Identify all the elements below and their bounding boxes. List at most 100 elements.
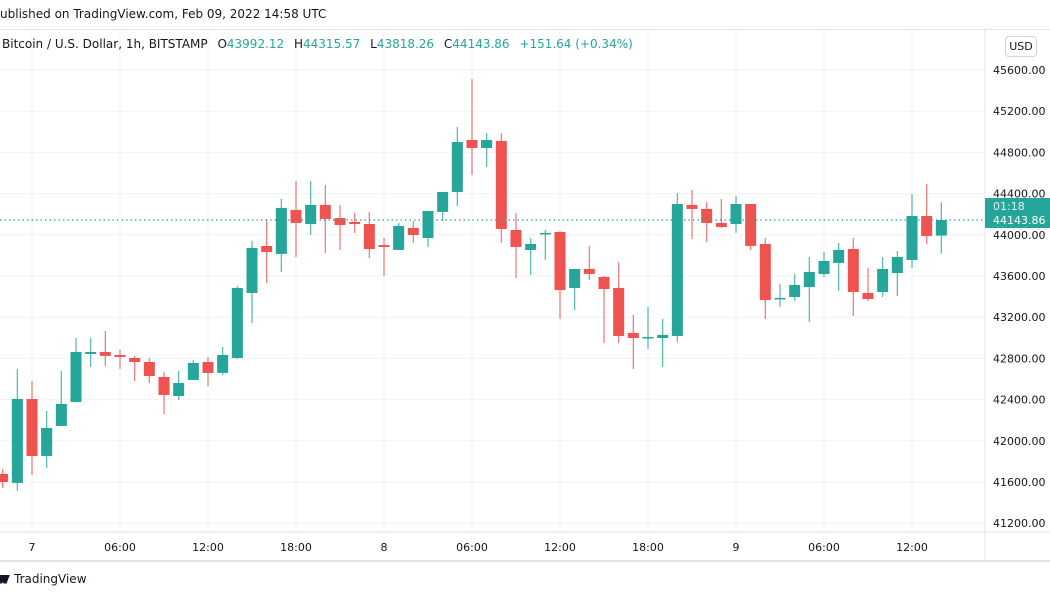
time-axis-label: 12:00: [896, 541, 928, 554]
candle-body-up[interactable]: [437, 191, 449, 212]
candle-body-up[interactable]: [305, 204, 317, 224]
candle-body-up[interactable]: [642, 336, 654, 339]
candle-body-down[interactable]: [26, 398, 38, 456]
candle-body-down[interactable]: [554, 232, 566, 291]
brand-name: TradingView: [14, 572, 87, 586]
change-value: +151.64 (+0.34%): [519, 37, 633, 51]
candle-body-up[interactable]: [41, 427, 53, 456]
candle-body-down[interactable]: [627, 332, 639, 339]
symbol-title[interactable]: Bitcoin / U.S. Dollar, 1h, BITSTAMP: [2, 37, 208, 51]
candle-body-down[interactable]: [510, 229, 522, 247]
high-value: 44315.57: [303, 37, 361, 51]
candle-body-up[interactable]: [275, 207, 287, 254]
price-axis-label: 45200.00: [993, 105, 1046, 118]
candle-body-up[interactable]: [935, 219, 947, 236]
ohlc-legend: Bitcoin / U.S. Dollar, 1h, BITSTAMP O439…: [2, 37, 633, 51]
candle-body-up[interactable]: [539, 232, 551, 235]
time-axis-label: 12:00: [192, 541, 224, 554]
candle-body-down[interactable]: [466, 139, 478, 148]
candle-body-up[interactable]: [803, 271, 815, 288]
tradingview-brand[interactable]: TradingView: [0, 572, 87, 586]
last-price-value: 44143.86: [993, 214, 1046, 227]
candle-body-down[interactable]: [202, 362, 214, 373]
candle-body-up[interactable]: [671, 204, 683, 336]
candle-body-down[interactable]: [349, 221, 361, 224]
last-price-badge: [985, 197, 1050, 228]
candle-body-down[interactable]: [363, 223, 375, 250]
candle-body-up[interactable]: [11, 398, 23, 483]
candle-body-down[interactable]: [613, 287, 625, 336]
candle-body-down[interactable]: [715, 222, 727, 227]
candle-body-up[interactable]: [187, 362, 199, 380]
time-axis-label: 06:00: [808, 541, 840, 554]
close-label: C: [443, 37, 453, 51]
candle-body-down[interactable]: [319, 204, 331, 219]
candle-body-down[interactable]: [129, 357, 141, 363]
candle-body-up[interactable]: [481, 139, 493, 148]
candle-body-up[interactable]: [173, 383, 185, 396]
candle-body-up[interactable]: [774, 297, 786, 300]
candle-body-up[interactable]: [877, 268, 889, 292]
candle-body-down[interactable]: [583, 268, 595, 274]
candle-body-down[interactable]: [701, 208, 713, 223]
candle-body-down[interactable]: [686, 204, 698, 209]
high-label: H: [294, 37, 304, 51]
candle-body-down[interactable]: [0, 473, 9, 482]
time-axis-label: 18:00: [280, 541, 312, 554]
close-value: 44143.86: [452, 37, 510, 51]
candle-body-down[interactable]: [143, 362, 155, 377]
price-axis-label: 44800.00: [993, 146, 1046, 159]
candle-body-up[interactable]: [70, 352, 82, 402]
price-axis-label: 43600.00: [993, 270, 1046, 283]
candle-body-down[interactable]: [495, 140, 507, 229]
time-axis-label: 8: [381, 541, 388, 554]
candle-body-up[interactable]: [451, 141, 463, 192]
price-axis-label: 41600.00: [993, 476, 1046, 489]
time-axis-label: 7: [29, 541, 36, 554]
candle-body-up[interactable]: [55, 403, 67, 426]
open-label: O: [217, 37, 227, 51]
candle-body-up[interactable]: [818, 260, 830, 274]
time-axis-label: 12:00: [544, 541, 576, 554]
candle-body-down[interactable]: [378, 244, 390, 247]
price-axis-label: 44000.00: [993, 229, 1046, 242]
candle-body-down[interactable]: [862, 292, 874, 299]
price-axis-label: 45600.00: [993, 64, 1046, 77]
candle-body-up[interactable]: [85, 352, 97, 354]
candle-body-down[interactable]: [334, 218, 346, 226]
published-caption: Published on TradingView.com, Feb 09, 20…: [0, 7, 327, 21]
candle-body-up[interactable]: [231, 287, 243, 358]
candle-body-up[interactable]: [906, 215, 918, 260]
candle-body-down[interactable]: [158, 376, 170, 395]
price-axis-label: 43200.00: [993, 311, 1046, 324]
candle-body-down[interactable]: [290, 209, 302, 223]
candle-body-down[interactable]: [114, 355, 126, 357]
candle-body-up[interactable]: [246, 247, 258, 293]
price-axis-label: 42400.00: [993, 394, 1046, 407]
candle-body-up[interactable]: [891, 256, 903, 274]
candle-body-up[interactable]: [217, 355, 229, 373]
price-axis-label: 42000.00: [993, 435, 1046, 448]
candle-body-up[interactable]: [730, 204, 742, 224]
candle-body-down[interactable]: [847, 249, 859, 292]
candle-body-up[interactable]: [657, 334, 669, 339]
candle-body-down[interactable]: [745, 204, 757, 246]
candle-body-up[interactable]: [569, 268, 581, 288]
currency-button[interactable]: USD: [1005, 36, 1037, 57]
candle-body-up[interactable]: [789, 284, 801, 298]
open-value: 43992.12: [226, 37, 285, 51]
price-axis-label: 41200.00: [993, 517, 1046, 530]
candle-body-down[interactable]: [759, 243, 771, 300]
candle-body-down[interactable]: [921, 215, 933, 236]
candle-body-up[interactable]: [525, 243, 537, 250]
candle-body-up[interactable]: [393, 225, 405, 250]
time-axis-label: 18:00: [632, 541, 664, 554]
candle-body-down[interactable]: [261, 245, 273, 253]
candle-body-down[interactable]: [407, 228, 419, 236]
candle-body-up[interactable]: [833, 249, 845, 263]
header-divider: [0, 29, 1050, 30]
candle-body-down[interactable]: [99, 352, 111, 356]
candle-body-down[interactable]: [598, 276, 610, 289]
candle-body-up[interactable]: [422, 211, 434, 238]
